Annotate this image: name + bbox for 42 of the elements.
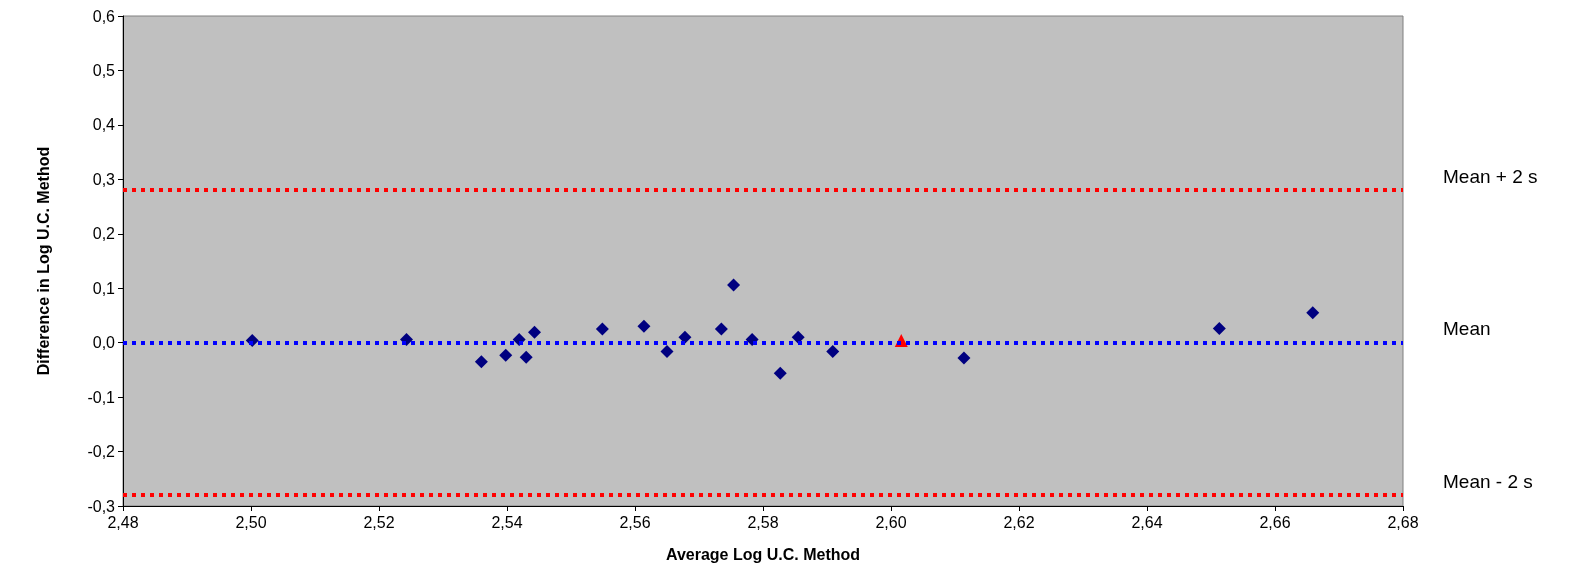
x-tick-label: 2,62: [1003, 513, 1035, 531]
point: [678, 330, 692, 344]
point: [826, 344, 840, 358]
y-axis-title: Difference in Log U.C. Method: [34, 146, 52, 376]
y-tick-label: -0,1: [87, 388, 116, 406]
y-tick-label: 0,2: [92, 225, 116, 243]
x-tick-label: 2,66: [1259, 513, 1291, 531]
x-tick-label: 2,50: [235, 513, 267, 531]
x-tick-label: 2,56: [619, 513, 651, 531]
point: [660, 344, 674, 358]
point: [1212, 322, 1226, 336]
x-tick-label: 2,68: [1387, 513, 1419, 531]
y-tick-label: -0,2: [87, 443, 116, 461]
point: [727, 278, 741, 292]
point: [637, 319, 651, 333]
point: [519, 350, 533, 364]
y-tick-label: 0,6: [92, 7, 116, 25]
point: [773, 366, 787, 380]
point: [714, 322, 728, 336]
point: [595, 322, 609, 336]
ref-line-label: Mean - 2 s: [1443, 470, 1533, 492]
y-tick-label: 0,1: [92, 279, 116, 297]
x-tick-label: 2,60: [875, 513, 907, 531]
point: [499, 348, 513, 362]
ref-line-label: Mean + 2 s: [1443, 165, 1538, 187]
x-tick-label: 2,48: [107, 513, 139, 531]
x-tick-label: 2,54: [491, 513, 523, 531]
point: [1306, 306, 1320, 320]
x-tick-label: 2,58: [747, 513, 779, 531]
ref-line-label: Mean: [1443, 318, 1491, 340]
x-axis-title: Average Log U.C. Method: [665, 545, 861, 563]
y-tick-label: 0,5: [92, 61, 116, 79]
point: [528, 325, 542, 339]
point: [791, 330, 805, 344]
y-tick-label: 0,0: [92, 334, 116, 352]
y-tick-label: 0,4: [92, 116, 116, 134]
y-tick-label: 0,3: [92, 170, 116, 188]
x-tick-label: 2,64: [1131, 513, 1163, 531]
x-tick-label: 2,52: [363, 513, 395, 531]
y-tick-label: -0,3: [87, 497, 116, 515]
point: [474, 355, 488, 369]
point: [957, 351, 971, 365]
